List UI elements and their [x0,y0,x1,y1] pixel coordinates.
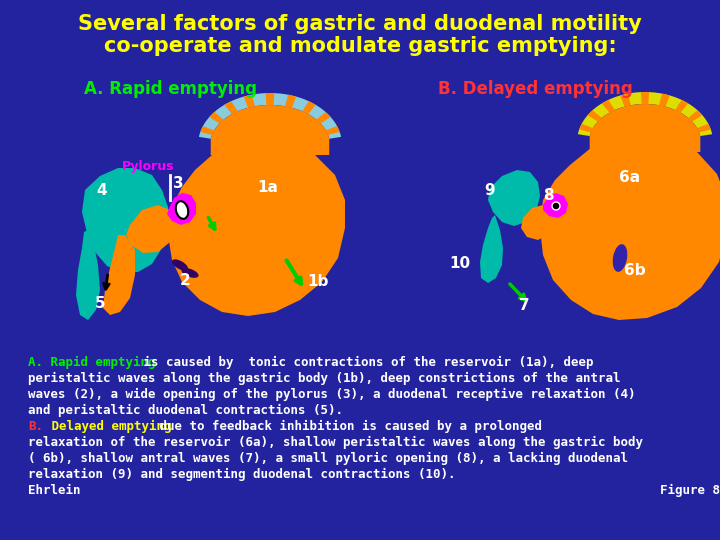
Polygon shape [688,110,702,122]
Text: Delayed emptying: Delayed emptying [44,420,171,433]
Text: 10: 10 [449,256,471,271]
Polygon shape [553,185,593,226]
Polygon shape [641,92,649,104]
Text: 5: 5 [95,296,105,311]
Polygon shape [82,168,168,273]
Text: ( 6b), shallow antral waves (7), a small pyloric opening (8), a lacking duodenal: ( 6b), shallow antral waves (7), a small… [28,452,628,465]
Text: B. Delayed emptying: B. Delayed emptying [438,80,632,98]
Polygon shape [543,193,568,218]
Text: peristaltic waves along the gastric body (1b), deep constrictions of the antral: peristaltic waves along the gastric body… [28,372,621,385]
Text: waves (2), a wide opening of the pylorus (3), a duodenal receptive relaxation (4: waves (2), a wide opening of the pylorus… [28,388,636,401]
Polygon shape [521,205,553,240]
Text: 9: 9 [485,183,495,198]
Polygon shape [210,112,224,124]
Polygon shape [180,178,232,235]
Polygon shape [103,235,135,315]
Polygon shape [285,94,297,108]
Ellipse shape [172,259,188,271]
Text: 1a: 1a [258,180,279,195]
Polygon shape [326,126,340,135]
Text: A. Rapid emptying: A. Rapid emptying [28,356,156,369]
Polygon shape [488,170,540,226]
Circle shape [552,202,560,210]
Polygon shape [588,110,602,122]
Polygon shape [302,101,316,114]
Polygon shape [200,126,214,135]
Ellipse shape [181,268,199,278]
Polygon shape [168,138,345,316]
Polygon shape [224,101,238,114]
Text: and peristaltic duodenal contractions (5).: and peristaltic duodenal contractions (5… [28,404,343,417]
Polygon shape [540,133,720,320]
Text: B.: B. [28,420,43,433]
Text: 1b: 1b [307,274,329,289]
Polygon shape [620,93,631,106]
Ellipse shape [176,201,188,219]
Polygon shape [480,215,503,283]
Text: relaxation (9) and segmenting duodenal contractions (10).: relaxation (9) and segmenting duodenal c… [28,468,456,481]
Polygon shape [243,94,255,108]
Text: Ehrlein: Ehrlein [28,484,81,497]
Text: 8: 8 [543,188,553,203]
Polygon shape [590,104,701,152]
Polygon shape [316,112,330,124]
Text: relaxation of the reservoir (6a), shallow peristaltic waves along the gastric bo: relaxation of the reservoir (6a), shallo… [28,436,643,449]
Polygon shape [579,124,593,132]
Text: 2: 2 [179,273,190,288]
Polygon shape [602,100,615,113]
Polygon shape [697,124,711,132]
Text: 6a: 6a [619,170,641,185]
Text: co-operate and modulate gastric emptying:: co-operate and modulate gastric emptying… [104,36,616,56]
Text: Several factors of gastric and duodenal motility: Several factors of gastric and duodenal … [78,14,642,34]
Text: 3: 3 [173,176,184,191]
Polygon shape [76,230,100,320]
Text: Figure 8: Figure 8 [660,484,720,497]
Text: 6b: 6b [624,263,646,278]
Polygon shape [126,205,175,253]
Text: 7: 7 [518,298,529,313]
Text: due to feedback inhibition is caused by a prolonged: due to feedback inhibition is caused by … [152,420,542,433]
Polygon shape [578,92,712,136]
Text: A. Rapid emptying: A. Rapid emptying [84,80,256,98]
Polygon shape [167,193,196,225]
Polygon shape [659,93,670,106]
Text: 4: 4 [96,183,107,198]
Polygon shape [165,198,198,230]
Polygon shape [675,100,688,113]
Text: is caused by  tonic contractions of the reservoir (1a), deep: is caused by tonic contractions of the r… [136,356,593,369]
Polygon shape [211,105,329,155]
Text: Pylorus: Pylorus [122,160,174,173]
Polygon shape [199,93,341,139]
Polygon shape [266,93,274,105]
Ellipse shape [613,244,627,272]
